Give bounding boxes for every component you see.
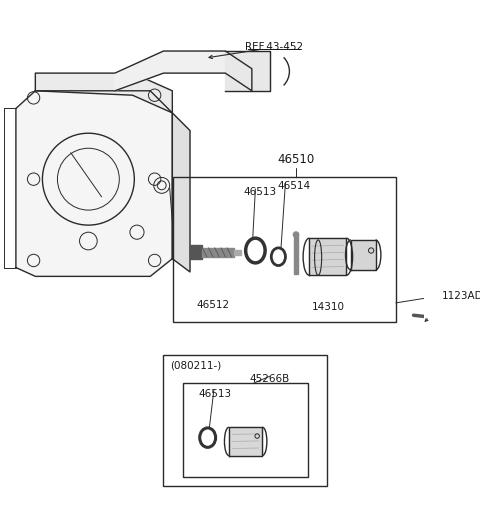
Circle shape	[293, 232, 299, 237]
Bar	[183, 383, 308, 477]
Text: 1123AD: 1123AD	[442, 291, 480, 301]
Text: 46513: 46513	[243, 187, 276, 197]
Text: (080211-): (080211-)	[170, 360, 222, 370]
Polygon shape	[309, 238, 347, 275]
Polygon shape	[229, 427, 263, 456]
Polygon shape	[36, 73, 172, 113]
Text: 46510: 46510	[277, 153, 314, 166]
Polygon shape	[203, 248, 234, 257]
Bar	[173, 176, 396, 322]
Polygon shape	[225, 51, 270, 91]
Text: 46513: 46513	[199, 389, 232, 399]
Text: 46512: 46512	[196, 300, 229, 310]
Text: REF.43-452: REF.43-452	[245, 42, 303, 52]
Polygon shape	[190, 245, 203, 259]
Polygon shape	[115, 51, 252, 91]
Polygon shape	[351, 240, 375, 270]
Text: 46514: 46514	[278, 181, 311, 191]
Polygon shape	[234, 250, 241, 255]
Polygon shape	[294, 234, 298, 275]
Polygon shape	[16, 91, 172, 276]
Polygon shape	[172, 113, 190, 272]
Text: 45266B: 45266B	[250, 374, 290, 384]
Bar	[164, 355, 327, 486]
Text: 14310: 14310	[312, 301, 344, 312]
